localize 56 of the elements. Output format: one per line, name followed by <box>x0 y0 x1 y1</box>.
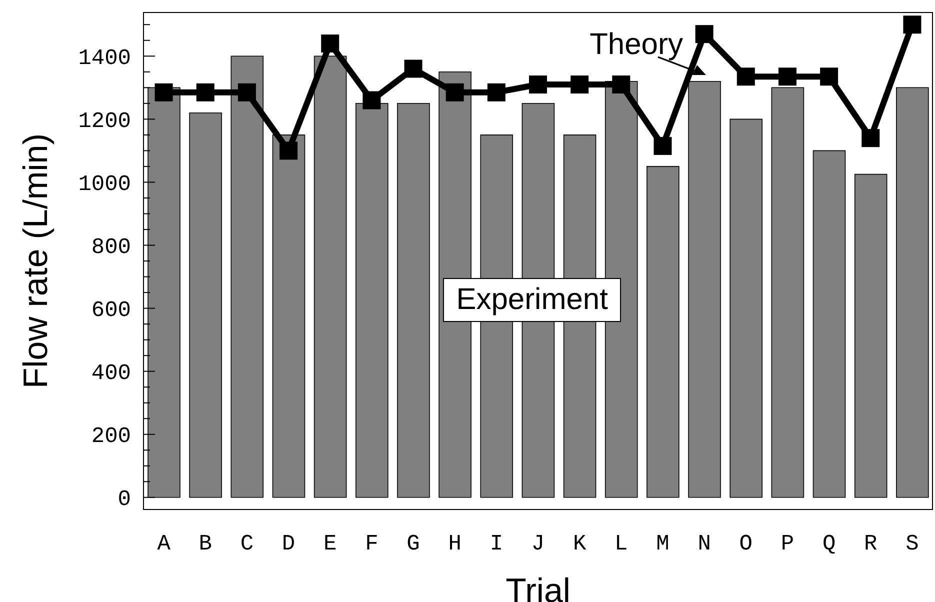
y-tick-label: 0 <box>118 487 131 512</box>
x-tick-label: R <box>864 532 878 557</box>
series-label: Theory <box>590 28 683 62</box>
point <box>654 136 672 155</box>
bar <box>812 150 846 498</box>
point <box>238 83 256 102</box>
x-tick-label: S <box>906 532 919 557</box>
x-tick-label: H <box>448 532 462 557</box>
point <box>612 75 630 94</box>
x-tick-label: E <box>324 532 337 557</box>
point <box>736 68 755 86</box>
point <box>820 68 838 86</box>
y-axis-title: Flow rate (L/min) <box>17 133 55 389</box>
x-tick-label: A <box>157 532 172 557</box>
bar <box>646 166 680 498</box>
x-tick-label: J <box>531 532 545 557</box>
y-tick-label: 600 <box>91 298 131 323</box>
point <box>778 68 796 86</box>
x-tick-label: K <box>572 532 587 557</box>
point <box>529 75 547 94</box>
x-tick-label: O <box>739 532 752 557</box>
y-tick-label: 400 <box>91 361 131 386</box>
point <box>695 25 714 44</box>
point <box>446 83 464 102</box>
x-tick-label: Q <box>822 532 836 557</box>
y-tick-label: 1200 <box>78 108 131 134</box>
point <box>362 91 381 110</box>
x-tick-label: F <box>365 532 378 557</box>
point <box>280 142 298 160</box>
bar <box>896 87 929 498</box>
x-tick-label: D <box>282 532 296 557</box>
x-tick-label: P <box>780 532 794 557</box>
bar <box>854 174 888 498</box>
series-label: Experiment <box>443 278 621 322</box>
point <box>196 83 214 102</box>
x-tick-label: M <box>656 532 670 557</box>
point <box>570 75 589 94</box>
y-tick-label: 200 <box>91 424 131 450</box>
y-tick-label: 1400 <box>78 46 131 71</box>
point <box>487 83 506 102</box>
point <box>862 129 880 148</box>
bar <box>397 103 430 498</box>
bar <box>189 112 222 498</box>
x-tick-label: L <box>614 532 628 557</box>
point <box>903 16 922 34</box>
point <box>404 60 422 78</box>
x-tick-label: C <box>240 532 254 557</box>
x-tick-label: N <box>698 532 711 557</box>
x-tick-label: I <box>490 532 504 557</box>
y-tick-label: 1000 <box>78 172 131 197</box>
y-tick-label: 800 <box>91 234 131 260</box>
x-tick-label: B <box>198 532 212 557</box>
bar <box>730 118 762 498</box>
x-tick-label: G <box>406 532 420 557</box>
point <box>321 34 340 53</box>
point <box>154 83 173 102</box>
